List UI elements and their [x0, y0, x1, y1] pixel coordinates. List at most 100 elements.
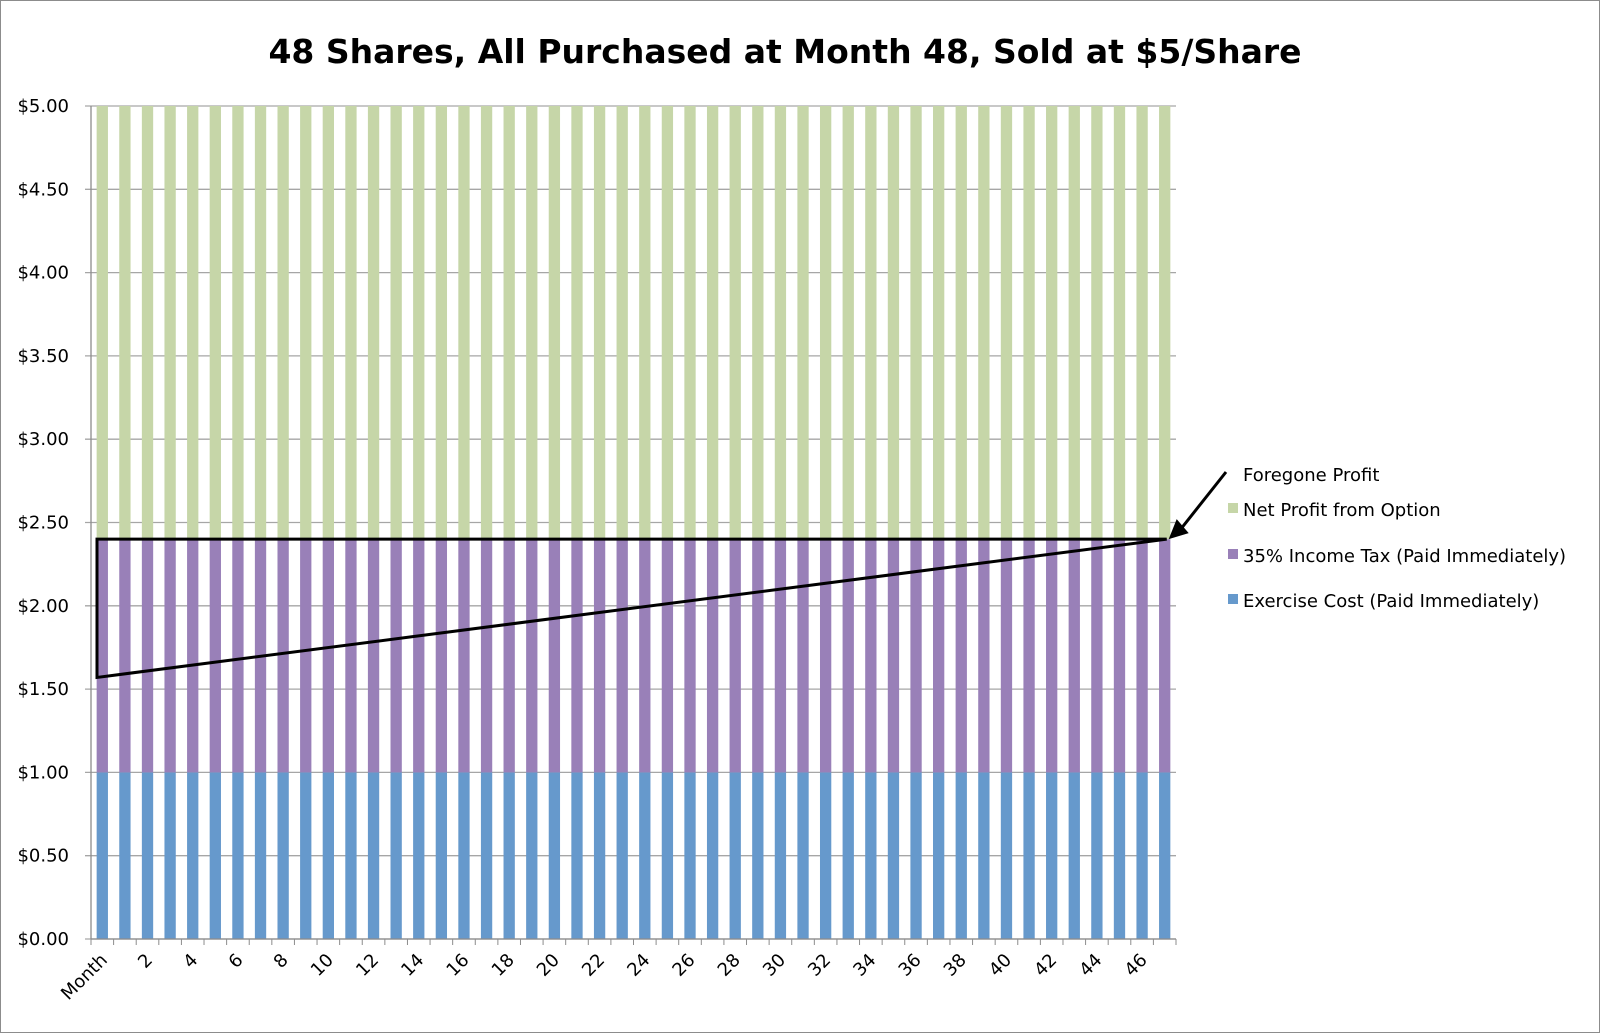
legend-swatch: [1228, 503, 1238, 513]
x-axis: Month 2 4 6 8 10 12 14 16 18 20 22 24 26 28 30 32 34 36 38 4…: [57, 938, 1177, 1005]
bar-segment: [865, 106, 877, 540]
bar-segment: [1159, 539, 1171, 773]
bar-segment: [526, 539, 538, 773]
bar-segment: [141, 772, 154, 939]
bar-segment: [209, 772, 221, 939]
x-tick-label: 22: [578, 950, 609, 981]
bar-segment: [978, 539, 990, 773]
bar-segment: [1091, 106, 1103, 540]
bar-segment: [209, 539, 221, 773]
bar-segment: [639, 106, 651, 540]
bar-segment: [300, 772, 312, 939]
x-tick-label: 18: [488, 950, 519, 981]
bar-segment: [955, 106, 967, 540]
legend: Net Profit from Option 35% Income Tax (Pa…: [1228, 500, 1566, 612]
bar-segment: [978, 106, 990, 540]
bar-segment: [1136, 772, 1148, 939]
bar-segment: [526, 106, 538, 540]
bar-segment: [842, 772, 854, 939]
y-tick-label: $1.00: [17, 762, 69, 783]
bar-segment: [616, 539, 628, 773]
bar-segment: [458, 106, 470, 540]
bar-segment: [322, 106, 334, 540]
bar-segment: [639, 772, 651, 939]
bar-segment: [774, 772, 787, 939]
bar-segment: [345, 539, 357, 773]
bars: [96, 106, 1171, 939]
x-tick-label: 24: [623, 950, 654, 981]
bar-segment: [480, 539, 493, 773]
bar-segment: [345, 106, 357, 540]
bar-segment: [887, 772, 900, 939]
bar-segment: [1046, 772, 1058, 939]
bar-segment: [684, 106, 696, 540]
bar-segment: [1068, 106, 1080, 540]
bar-segment: [978, 772, 990, 939]
x-tick-label: 8: [270, 950, 293, 973]
bar-segment: [254, 772, 267, 939]
bar-segment: [300, 539, 312, 773]
x-tick-label: 16: [442, 950, 473, 981]
bar-segment: [1000, 772, 1013, 939]
bar-segment: [661, 539, 674, 773]
bar-segment: [277, 539, 289, 773]
bar-segment: [955, 772, 967, 939]
bar-segment: [164, 106, 176, 540]
bar-segment: [910, 539, 922, 773]
bar-segment: [955, 539, 967, 773]
y-tick-label: $1.50: [17, 679, 69, 700]
bar-segment: [367, 772, 380, 939]
bar-segment: [571, 539, 583, 773]
bar-segment: [164, 772, 176, 939]
x-tick-label: 36: [895, 950, 926, 981]
x-tick-label: 32: [804, 950, 835, 981]
bar-segment: [480, 106, 493, 540]
bar-segment: [141, 106, 154, 540]
bar-segment: [706, 772, 719, 939]
bar-segment: [1091, 772, 1103, 939]
legend-label: Exercise Cost (Paid Immediately): [1243, 591, 1539, 612]
bar-segment: [1113, 539, 1126, 773]
bar-segment: [752, 106, 764, 540]
bar-segment: [548, 539, 561, 773]
bar-segment: [887, 106, 900, 540]
bar-segment: [209, 106, 221, 540]
bar-segment: [819, 106, 832, 540]
bar-segment: [842, 539, 854, 773]
bar-segment: [277, 772, 289, 939]
bar-segment: [1023, 772, 1035, 939]
bar-segment: [774, 539, 787, 773]
bar-segment: [1113, 106, 1126, 540]
x-tick-label: 46: [1121, 950, 1152, 981]
x-tick-label: 10: [307, 950, 338, 981]
bar-segment: [367, 106, 380, 540]
bar-segment: [390, 772, 402, 939]
bar-segment: [752, 772, 764, 939]
bar-segment: [141, 539, 154, 773]
y-tick-label: $3.00: [17, 429, 69, 450]
x-tick-label: 34: [849, 950, 880, 981]
foregone-profit-triangle: [95, 537, 1167, 680]
x-tick-label: Month: [57, 950, 112, 1005]
annotation-label: Foregone Profit: [1243, 465, 1379, 486]
bar-segment: [413, 106, 425, 540]
bar-segment: [96, 106, 108, 540]
bar-segment: [232, 106, 244, 540]
bar-segment: [616, 772, 628, 939]
bar-segment: [435, 106, 448, 540]
y-tick-label: $2.50: [17, 513, 69, 534]
bar-segment: [548, 772, 561, 939]
y-tick-label: $2.00: [17, 596, 69, 617]
bar-segment: [390, 539, 402, 773]
bar-segment: [593, 106, 606, 540]
x-tick-label: 4: [179, 950, 202, 973]
x-tick-label: 28: [714, 950, 745, 981]
bar-segment: [503, 106, 515, 540]
bar-segment: [819, 539, 832, 773]
bar-segment: [1046, 106, 1058, 540]
bar-segment: [684, 539, 696, 773]
x-tick-label: 12: [352, 950, 383, 981]
bar-segment: [96, 772, 108, 939]
chart-title: 48 Shares, All Purchased at Month 48, So…: [268, 32, 1301, 71]
